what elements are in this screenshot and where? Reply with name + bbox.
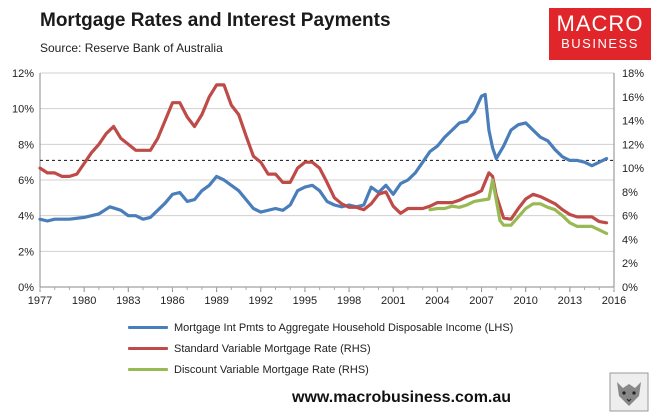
y-left-tick-label: 4% — [18, 211, 34, 223]
y-left-tick-label: 2% — [18, 246, 34, 258]
y-left-tick-label: 0% — [18, 282, 34, 294]
x-tick-label: 2013 — [558, 295, 582, 307]
legend-item-2: Standard Variable Mortgage Rate (RHS) — [128, 338, 513, 359]
series-line-3 — [428, 178, 609, 236]
logo-line1: MACRO — [556, 11, 644, 36]
y-right-tick-label: 2% — [622, 258, 638, 270]
y-right-tick-label: 4% — [622, 234, 638, 246]
x-tick-label: 1989 — [204, 295, 228, 307]
y-right-tick-label: 10% — [622, 163, 644, 175]
x-tick-label: 1977 — [28, 295, 52, 307]
x-tick-label: 1992 — [249, 295, 273, 307]
x-tick-label: 2004 — [425, 295, 449, 307]
x-tick-label: 2001 — [381, 295, 405, 307]
x-tick-label: 2016 — [602, 295, 626, 307]
chart-title: Mortgage Rates and Interest Payments — [40, 10, 391, 31]
macrobusiness-logo: MACRO BUSINESS — [549, 8, 651, 60]
legend-label: Discount Variable Mortgage Rate (RHS) — [174, 363, 369, 376]
series-line-1 — [38, 92, 609, 223]
y-left-tick-label: 12% — [12, 68, 34, 80]
legend-label: Standard Variable Mortgage Rate (RHS) — [174, 342, 371, 355]
y-right-tick-label: 12% — [622, 139, 644, 151]
x-tick-label: 1998 — [337, 295, 361, 307]
y-left-tick-label: 6% — [18, 175, 34, 187]
chart-legend: Mortgage Int Pmts to Aggregate Household… — [128, 317, 513, 380]
legend-label: Mortgage Int Pmts to Aggregate Household… — [174, 321, 514, 334]
y-left-tick-label: 10% — [12, 104, 34, 116]
y-right-tick-label: 8% — [622, 187, 638, 199]
logo-line2: BUSINESS — [561, 36, 639, 51]
x-tick-label: 1986 — [160, 295, 184, 307]
y-right-tick-label: 0% — [622, 282, 638, 294]
legend-swatch — [128, 347, 168, 350]
y-right-tick-label: 16% — [622, 92, 644, 104]
wolf-logo-icon — [609, 372, 649, 412]
legend-swatch — [128, 368, 168, 371]
y-right-tick-label: 18% — [622, 68, 644, 80]
legend-item-1: Mortgage Int Pmts to Aggregate Household… — [128, 317, 513, 338]
y-left-tick-label: 8% — [18, 139, 34, 151]
legend-swatch — [128, 326, 168, 329]
x-tick-label: 1980 — [72, 295, 96, 307]
x-tick-label: 1983 — [116, 295, 140, 307]
y-right-tick-label: 6% — [622, 211, 638, 223]
x-tick-label: 2010 — [513, 295, 537, 307]
chart-subtitle: Source: Reserve Bank of Australia — [40, 41, 223, 55]
series-line-2 — [38, 83, 609, 225]
footer-url: www.macrobusiness.com.au — [292, 389, 512, 406]
y-right-tick-label: 14% — [622, 116, 644, 128]
x-tick-label: 1995 — [293, 295, 317, 307]
legend-item-3: Discount Variable Mortgage Rate (RHS) — [128, 359, 513, 380]
x-tick-label: 2007 — [469, 295, 493, 307]
